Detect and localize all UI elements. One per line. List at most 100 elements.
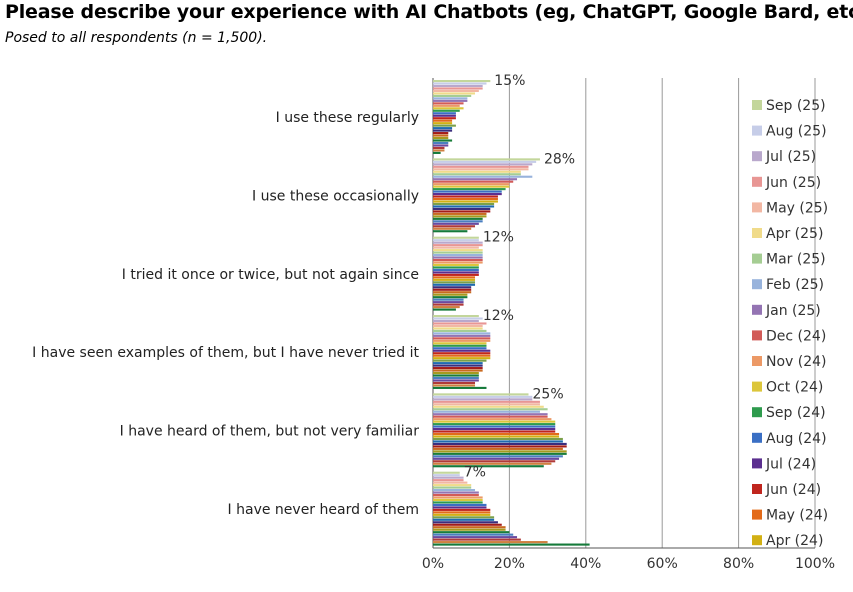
bar [433,474,460,477]
chart-title: Please describe your experience with AI … [5,1,853,23]
bar [433,403,540,406]
bar [433,160,537,163]
legend-label: Aug (24) [766,431,827,447]
data-label: 7% [464,465,486,481]
bar [433,244,483,247]
bar [433,246,479,249]
bar [433,230,468,233]
bar [433,437,563,441]
bar [433,339,491,342]
bar [433,165,529,168]
bar [433,119,453,122]
bar [433,195,498,198]
legend-swatch [752,407,762,418]
bar [433,281,476,284]
legend-label: Sep (24) [766,405,826,421]
bar [433,486,472,489]
data-label: 12% [483,230,514,246]
bar [433,455,563,458]
x-axis: 0% 20% 40% 60% 80% 100% [422,547,835,572]
bar [433,400,540,403]
bar [433,97,468,100]
gridlines [432,78,816,548]
bar [433,317,483,320]
bar [433,523,502,526]
category-label: I use these regularly [276,110,419,126]
bar [433,112,456,115]
legend-swatch [752,330,762,341]
bar [433,405,544,408]
x-tick-label: 60% [647,556,678,572]
legend-swatch [752,509,762,520]
bar [433,188,506,191]
legend-swatch [752,432,762,443]
bar [433,471,460,474]
bar [433,99,468,102]
bar [433,460,556,463]
bar [433,413,548,416]
bar [433,168,529,171]
bar [433,298,464,301]
data-labels: 15% 28% 12% 12% 25% 7% [464,73,575,481]
bar [433,261,483,264]
bar [433,398,533,401]
legend: Sep (25) Aug (25) Jul (25) Jun (25) May (25)… [752,98,828,549]
bar [433,278,476,281]
bar [433,518,495,521]
bar [433,239,479,242]
bar [433,425,556,428]
category-label: I use these occasionally [252,189,419,205]
bar [433,481,468,484]
x-tick-label: 100% [795,556,835,572]
legend-label: Jul (24) [765,456,816,472]
data-label: 25% [533,386,564,402]
bar [433,337,491,340]
legend-swatch [752,253,762,264]
bar [433,104,460,107]
bar [433,124,456,127]
bar [433,92,476,95]
bar [433,369,483,372]
bar [433,210,491,213]
bar [433,114,456,117]
bar [433,82,487,85]
bar [433,393,529,396]
bar [433,440,563,443]
bar [433,134,449,137]
legend-label: Feb (25) [766,277,824,293]
bar [433,332,491,335]
bar [433,415,548,418]
bar [433,212,487,215]
bar [433,538,521,541]
bar [433,266,479,269]
bar [433,136,449,140]
bar [433,367,483,370]
bar [433,344,487,347]
x-tick-label: 80% [723,556,754,572]
legend-label: Jan (25) [765,303,821,319]
legend-swatch [752,176,762,187]
bar [433,149,445,152]
bar [433,180,514,183]
bar [433,151,441,154]
legend-label: May (24) [766,508,828,524]
category-label: I have heard of them, but not very famil… [120,424,420,440]
bar [433,163,533,166]
category-label: I have seen examples of them, but I have… [32,345,419,361]
bar [433,256,483,259]
bar [433,306,460,309]
x-tick-label: 40% [570,556,601,572]
bar [433,410,540,413]
bar [433,376,479,380]
bar [433,420,556,423]
bar [433,452,567,455]
bar [433,84,483,88]
bar [433,362,483,365]
x-tick-label: 20% [494,556,525,572]
bar [433,508,491,511]
bar [433,109,460,112]
bar [433,185,510,188]
bar [433,291,472,294]
legend-label: Sep (25) [766,98,826,114]
bar [433,536,518,539]
